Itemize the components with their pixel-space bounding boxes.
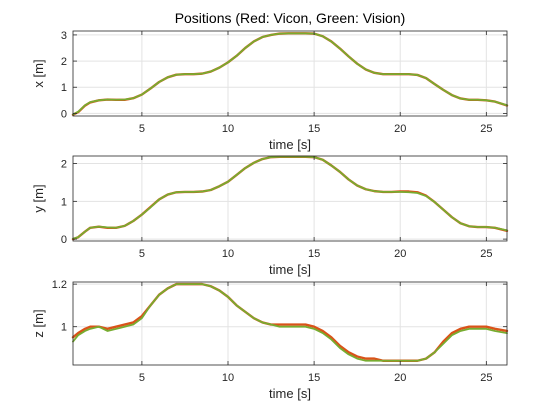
y-axis-label: x [m]	[31, 59, 46, 87]
axes-background	[73, 31, 507, 116]
chart-title: Positions (Red: Vicon, Green: Vision)	[175, 10, 406, 26]
series-line-vision	[72, 283, 508, 362]
x-tick-label: 15	[308, 248, 320, 260]
y-tick-label: 1	[61, 322, 67, 334]
x-tick-label: 15	[308, 372, 320, 384]
y-axis-label: y [m]	[31, 184, 46, 212]
x-tick-label: 5	[139, 248, 145, 260]
y-tick-label: 3	[61, 30, 67, 42]
y-tick-label: 1	[61, 82, 67, 94]
y-tick-label: 2	[61, 56, 67, 68]
y-tick-label: 0	[61, 108, 67, 120]
axes-box	[72, 155, 508, 242]
x-tick-label: 10	[222, 248, 234, 260]
x-tick-label: 15	[308, 123, 320, 135]
axes-box	[72, 30, 508, 117]
x-axis-label: time [s]	[269, 386, 311, 401]
x-axis-label: time [s]	[269, 262, 311, 277]
y-tick-label: 1.2	[52, 279, 67, 291]
x-tick-label: 20	[394, 248, 406, 260]
x-tick-label: 20	[394, 123, 406, 135]
x-tick-label: 5	[139, 123, 145, 135]
x-axis-label: time [s]	[269, 137, 311, 152]
x-tick-label: 10	[222, 372, 234, 384]
x-tick-label: 10	[222, 123, 234, 135]
x-tick-label: 20	[394, 372, 406, 384]
axes-background	[73, 156, 507, 241]
z-position-panel: 5 10 15 20 25 1 1.2 time [s] z [m]	[31, 279, 509, 401]
y-tick-label: 0	[61, 234, 67, 246]
axes-box	[72, 281, 508, 366]
series-line-vision	[72, 32, 508, 116]
x-tick-label: 5	[139, 372, 145, 384]
x-tick-label: 25	[480, 123, 492, 135]
x-tick-label: 25	[480, 372, 492, 384]
y-tick-label: 1	[61, 196, 67, 208]
x-tick-label: 25	[480, 248, 492, 260]
y-axis-label: z [m]	[31, 309, 46, 337]
x-position-panel: 5 10 15 20 25 0 1 2 3 time [s] x [m] Positions (Red…	[31, 10, 509, 152]
series-line-vision	[72, 155, 508, 240]
y-position-panel: 5 10 15 20 25 0 1 2 time [s] y [m]	[31, 155, 509, 277]
y-tick-label: 2	[61, 159, 67, 171]
